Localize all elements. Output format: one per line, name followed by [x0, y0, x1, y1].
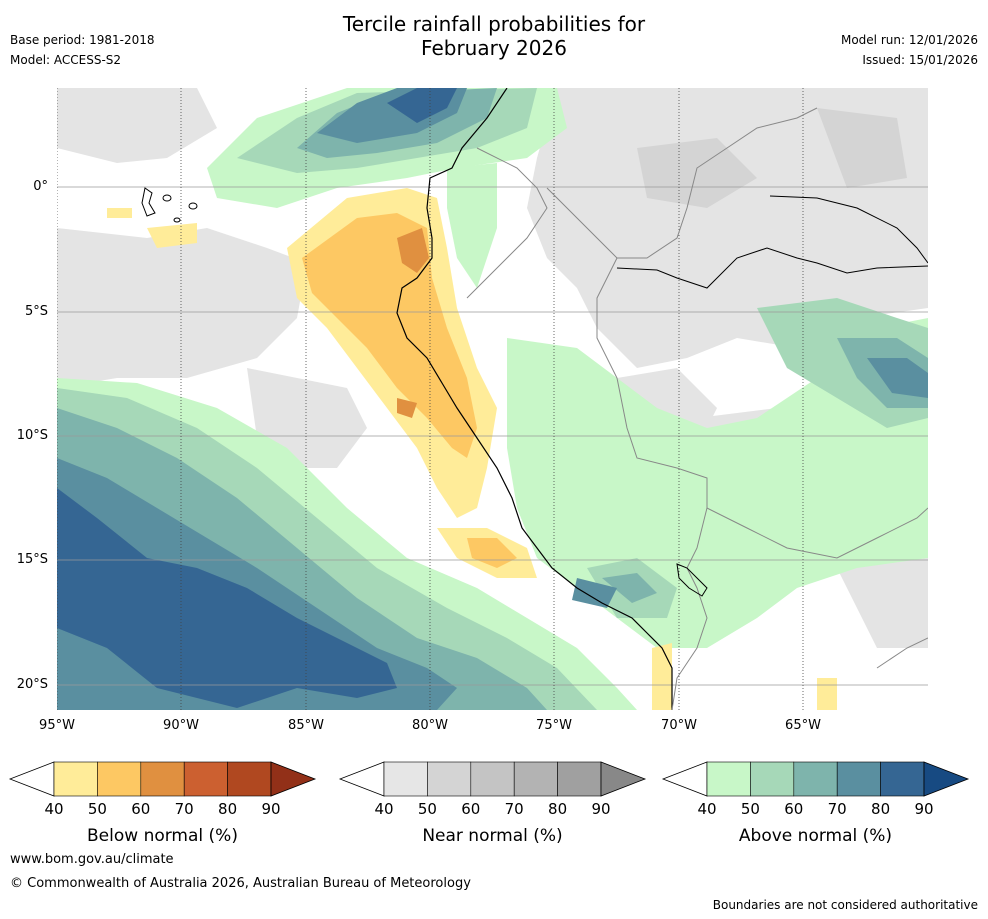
amazon-river	[616, 195, 928, 289]
colorbar-extend-high	[923, 761, 970, 797]
colorbar-tick-label: 70	[827, 800, 847, 818]
colorbar-below-normal	[8, 761, 317, 797]
probability-map	[57, 88, 928, 710]
lat-label-0: 0°	[33, 179, 48, 194]
issued-date: Issued: 15/01/2026	[862, 53, 978, 67]
map-title: Tercile rainfall probabilities for Febru…	[0, 12, 988, 60]
title-line-2: February 2026	[421, 36, 567, 60]
lon-label-85w: 85°W	[288, 718, 324, 733]
colorbar-tick-label: 80	[218, 800, 238, 818]
colorbar-segment	[97, 761, 142, 797]
colorbar-tick-label: 50	[740, 800, 760, 818]
run-info: Model run: 12/01/2026 Issued: 15/01/2026	[841, 30, 978, 70]
colorbar-segment	[513, 761, 558, 797]
website-link[interactable]: www.bom.gov.au/climate	[10, 852, 174, 867]
colorbar-tick-label: 70	[174, 800, 194, 818]
colorbar-segment	[53, 761, 98, 797]
above-normal-east	[507, 298, 928, 648]
colorbar-extend-high	[270, 761, 317, 797]
colorbar-title-near: Near normal (%)	[422, 826, 563, 846]
colorbar-tick-label: 60	[461, 800, 481, 818]
colorbar-extend-high	[600, 761, 647, 797]
colorbar-tick-label: 60	[131, 800, 151, 818]
galapagos-islands	[141, 187, 198, 223]
near-normal-darker	[637, 108, 907, 208]
colorbar-segment	[427, 761, 472, 797]
model-run-date: Model run: 12/01/2026	[840, 33, 978, 47]
lat-label-15s: 15°S	[16, 552, 48, 567]
lon-label-80w: 80°W	[412, 718, 448, 733]
colorbar-segment	[706, 761, 751, 797]
graticule	[57, 186, 928, 686]
lake-titicaca	[676, 563, 708, 597]
colorbar-tick-label: 50	[87, 800, 107, 818]
colorbar-tick-label: 80	[871, 800, 891, 818]
colorbar-segment	[557, 761, 602, 797]
colorbar-tick-label: 90	[261, 800, 281, 818]
colorbar-segment	[383, 761, 428, 797]
colorbar-tick-label: 70	[504, 800, 524, 818]
lon-label-65w: 65°W	[785, 718, 821, 733]
colorbar-tick-label: 90	[591, 800, 611, 818]
colorbar-segment	[750, 761, 795, 797]
lon-label-70w: 70°W	[661, 718, 697, 733]
below-normal-coast	[107, 188, 837, 710]
colorbar-tick-label: 50	[417, 800, 437, 818]
lon-label-90w: 90°W	[163, 718, 199, 733]
colorbar-title-above: Above normal (%)	[738, 826, 893, 846]
colorbar-tick-label: 40	[44, 800, 64, 818]
lat-label-20s: 20°S	[16, 677, 48, 692]
above-normal-north	[207, 88, 567, 288]
lon-label-95w: 95°W	[39, 718, 75, 733]
colorbar-tick-label: 90	[914, 800, 934, 818]
lat-label-5s: 5°S	[24, 304, 48, 319]
map-canvas	[57, 88, 928, 710]
colorbar-tick-label: 80	[548, 800, 568, 818]
south-america-coastline	[396, 88, 673, 710]
colorbar-near-normal	[338, 761, 647, 797]
colorbar-extend-low	[661, 761, 708, 797]
colorbar-segment	[140, 761, 185, 797]
colorbar-segment	[880, 761, 925, 797]
colorbar-segment	[227, 761, 272, 797]
colorbar-tick-label: 40	[697, 800, 717, 818]
colorbar-above-normal	[661, 761, 970, 797]
colorbar-segment	[183, 761, 228, 797]
colorbar-segment	[836, 761, 881, 797]
title-line-1: Tercile rainfall probabilities for	[342, 12, 646, 36]
country-boundaries	[466, 107, 928, 710]
colorbar-segment	[470, 761, 515, 797]
base-period: Base period: 1981-2018	[10, 33, 155, 47]
copyright: © Commonwealth of Australia 2026, Austra…	[10, 876, 471, 891]
lon-label-75w: 75°W	[536, 718, 572, 733]
colorbar-extend-low	[8, 761, 55, 797]
colorbar-tick-label: 40	[374, 800, 394, 818]
above-normal-southwest	[57, 378, 637, 710]
colorbar-title-below: Below normal (%)	[87, 826, 238, 846]
lat-label-10s: 10°S	[16, 428, 48, 443]
disclaimer: Boundaries are not considered authoritat…	[712, 898, 978, 912]
colorbar-tick-label: 60	[784, 800, 804, 818]
colorbar-extend-low	[338, 761, 385, 797]
colorbar-segment	[793, 761, 838, 797]
model-name: Model: ACCESS-S2	[10, 53, 122, 67]
colorbars	[8, 761, 970, 797]
model-info: Base period: 1981-2018 Model: ACCESS-S2	[10, 30, 155, 70]
